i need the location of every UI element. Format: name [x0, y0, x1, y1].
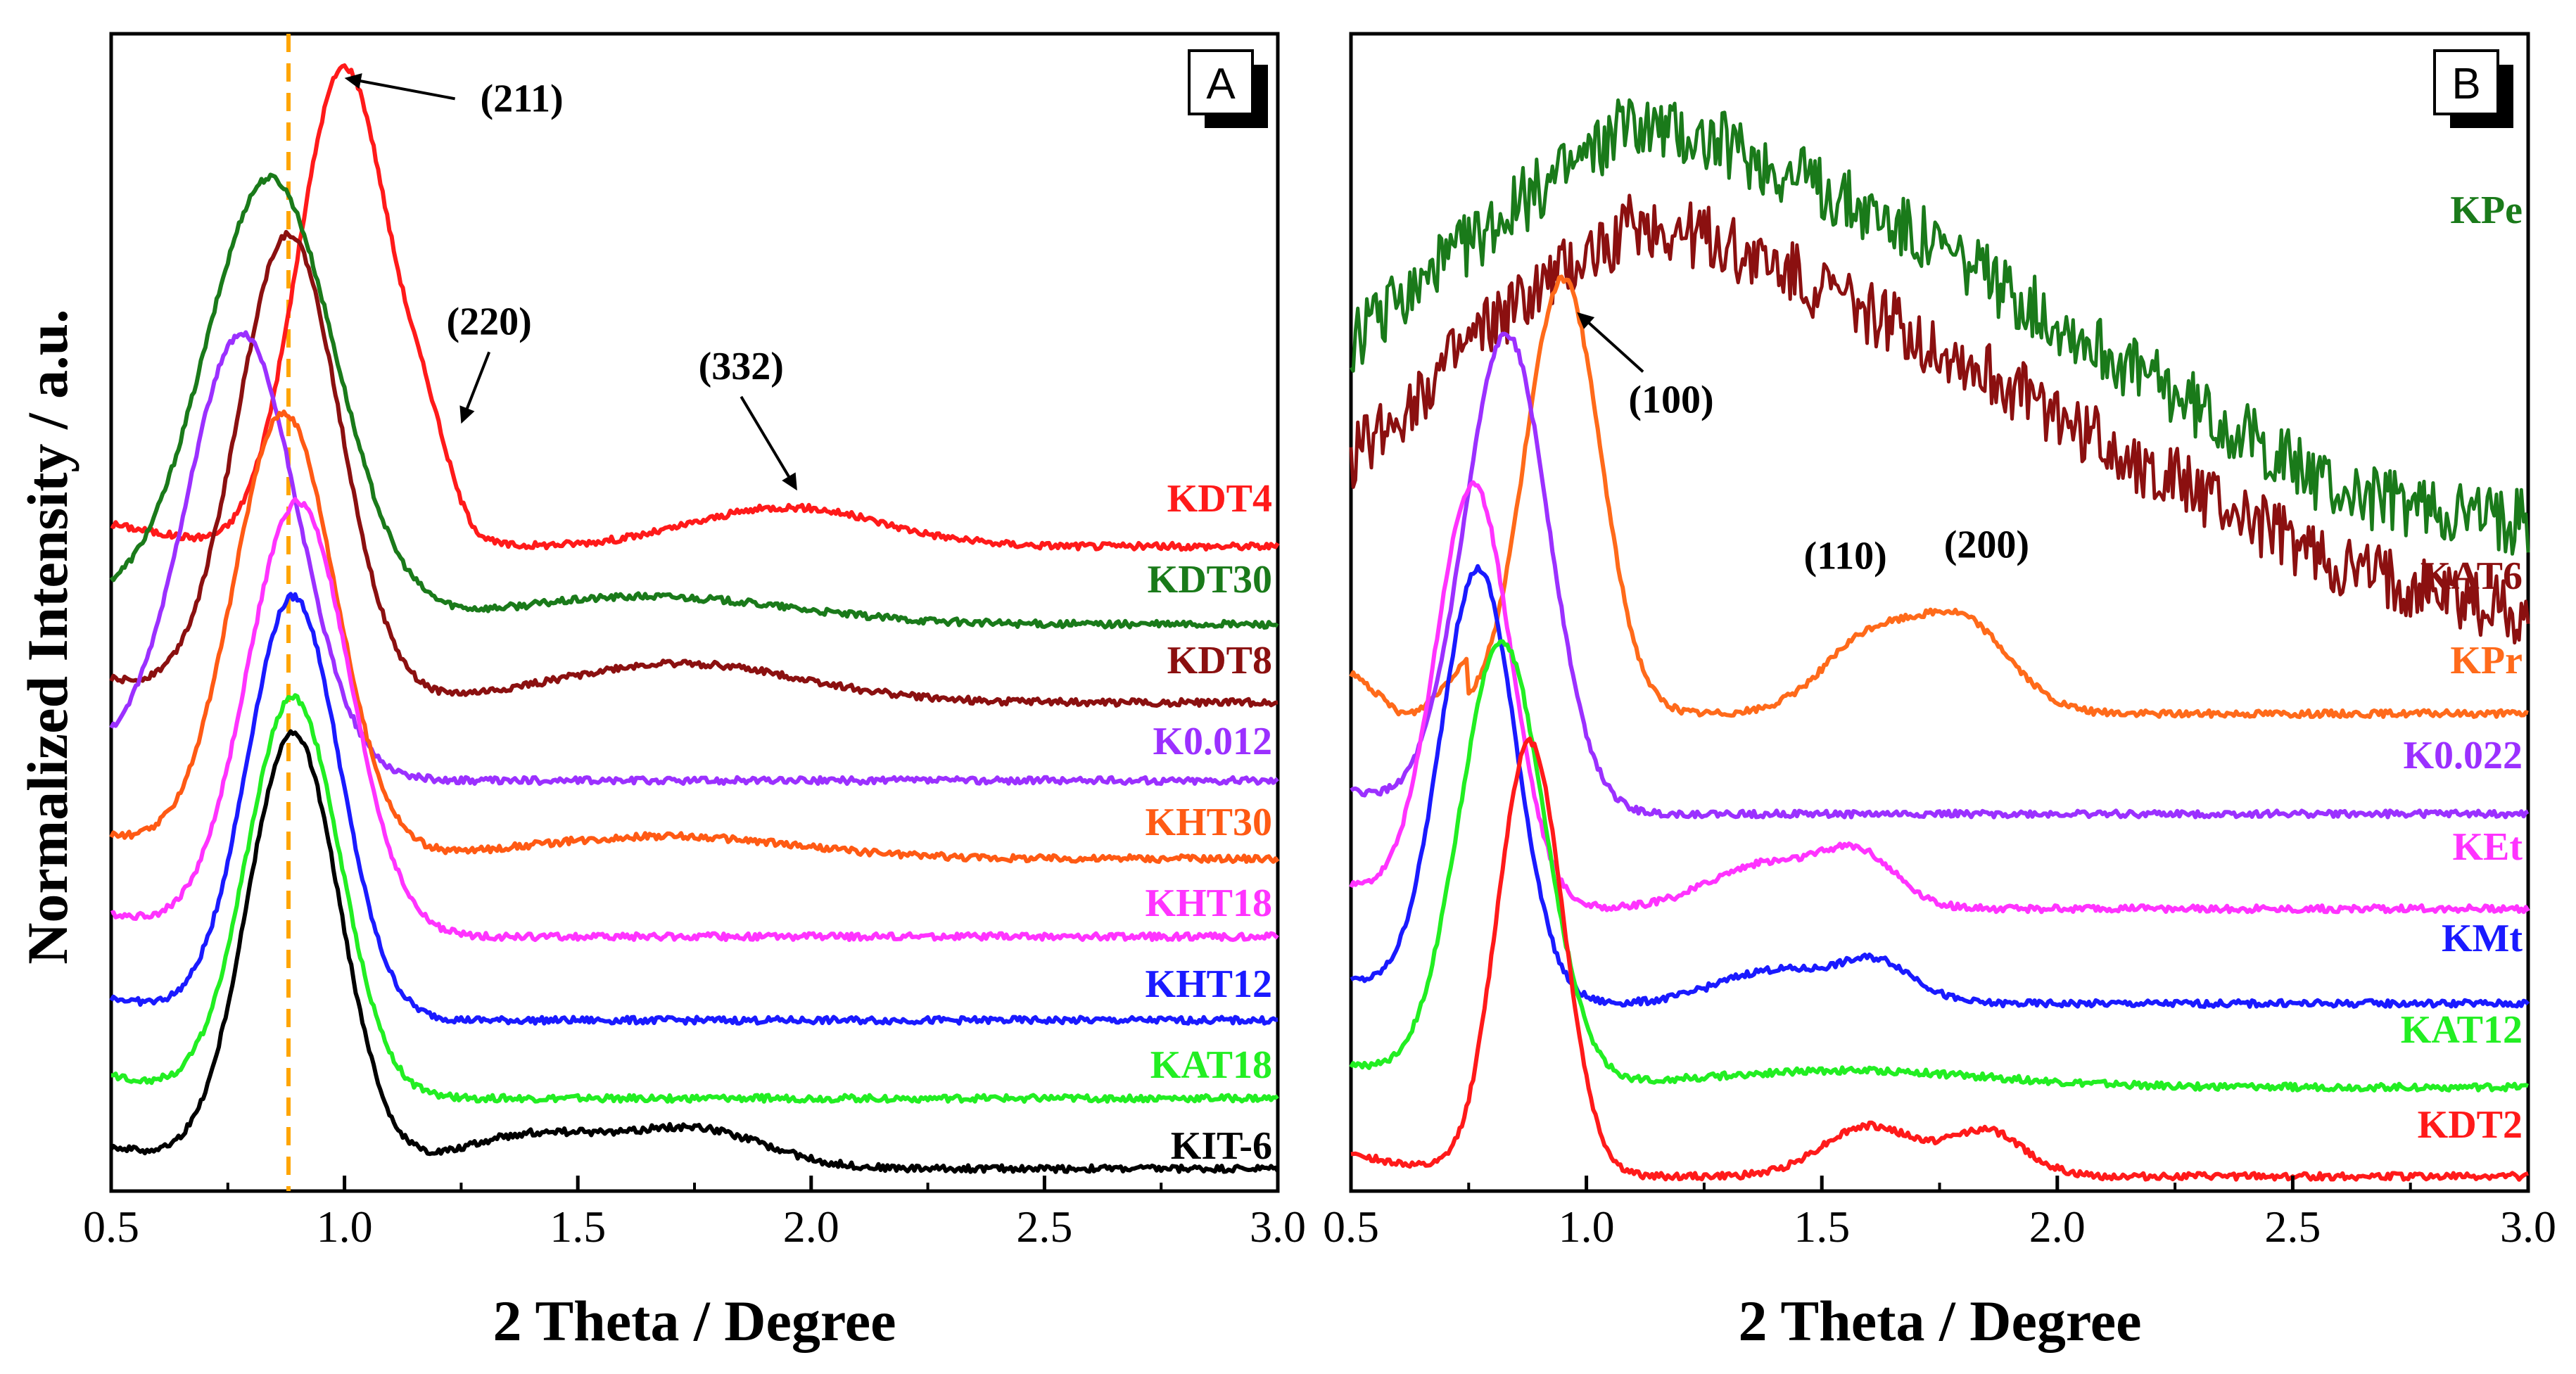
series-line-k0-022 [1350, 331, 2530, 820]
series-line-kat12 [1349, 639, 2530, 1093]
panel-b: KPe KAT6 KPr K0.022 KEt KMt KAT12 KDT2 0.5 1.0 1.… [1323, 32, 2556, 1353]
annotation-arrow [462, 351, 491, 419]
x-tick-label: 2.0 [783, 1202, 839, 1252]
series-label-kht30: KHT30 [1146, 801, 1272, 844]
series-line-kdt4 [110, 63, 1280, 552]
x-tick-label: 1.5 [1794, 1202, 1850, 1252]
series-label-kat12: KAT12 [2401, 1008, 2523, 1052]
x-tick-label: 1.0 [317, 1202, 373, 1252]
series-line-kdt8 [109, 229, 1279, 708]
annotation-110: (110) [1804, 534, 1887, 578]
series-label-kpr: KPr [2450, 639, 2523, 682]
panel-b-letter-box: B [2433, 49, 2513, 128]
series-label-kdt8: KDT8 [1167, 639, 1272, 682]
series-line-kdt30 [109, 172, 1279, 630]
series-line-k0-012 [109, 330, 1279, 787]
annotation-arrowhead [459, 405, 475, 424]
y-axis-title: Normalized Intensity / a.u. [15, 309, 80, 965]
x-tick-label: 2.5 [1016, 1202, 1072, 1252]
series-label-kdt30: KDT30 [1148, 558, 1272, 602]
panel-b-x-axis-title: 2 Theta / Degree [1738, 1289, 2141, 1353]
series-label-ket: KEt [2452, 825, 2523, 869]
panel-b-letter: B [2451, 60, 2480, 108]
annotation-100: (100) [1628, 378, 1713, 421]
series-label-kdt2: KDT2 [2418, 1103, 2523, 1147]
annotation-arrow [1580, 314, 1644, 373]
annotation-332: (332) [699, 345, 784, 388]
series-label-kit-6: KIT-6 [1171, 1124, 1272, 1168]
series-label-kat18: KAT18 [1150, 1043, 1272, 1087]
series-line-kat18 [110, 693, 1279, 1104]
series-label-kat6: KAT6 [2420, 554, 2523, 598]
annotation-220: (220) [447, 300, 532, 343]
annotation-arrow [740, 395, 796, 487]
series-line-kmt [1350, 564, 2530, 1010]
x-tick-label: 3.0 [2500, 1202, 2556, 1252]
series-line-kdt2 [1350, 736, 2529, 1182]
annotation-200: (200) [1944, 523, 2029, 566]
series-label-kmt: KMt [2442, 917, 2523, 960]
x-tick-label: 1.0 [1559, 1202, 1615, 1252]
series-line-kpe [1349, 98, 2530, 556]
series-line-kht18 [110, 497, 1279, 942]
x-tick-label: 3.0 [1250, 1202, 1306, 1252]
series-line-kit-6 [109, 729, 1280, 1174]
series-label-kpe: KPe [2450, 189, 2523, 232]
annotation-arrowhead [344, 73, 362, 89]
series-label-kht18: KHT18 [1146, 882, 1272, 925]
annotation-arrow [350, 77, 455, 101]
annotation-arrowhead [1577, 312, 1595, 329]
x-tick-label: 2.5 [2264, 1202, 2321, 1252]
series-label-k0-022: K0.022 [2403, 734, 2523, 777]
x-tick-label: 1.5 [550, 1202, 606, 1252]
annotation-arrowhead [782, 472, 797, 491]
x-tick-label: 0.5 [1323, 1202, 1379, 1252]
series-label-k0-012: K0.012 [1153, 720, 1272, 763]
series-label-kht12: KHT12 [1146, 962, 1272, 1006]
panel-a-letter-box: A [1188, 49, 1268, 128]
series-line-kpr [1349, 274, 2529, 720]
series-line-kat6 [1349, 193, 2530, 645]
panel-a-x-axis-title: 2 Theta / Degree [493, 1289, 896, 1353]
panel-a-letter: A [1206, 60, 1236, 108]
series-line-kht12 [109, 592, 1279, 1026]
x-tick-label: 0.5 [83, 1202, 139, 1252]
x-tick-label: 2.0 [2029, 1202, 2086, 1252]
panel-a: KDT4 KDT30 KDT8 K0.012 KHT30 KHT18 KHT12 KAT18 K… [83, 32, 1306, 1353]
annotation-211: (211) [481, 77, 564, 120]
series-label-kdt4: KDT4 [1167, 477, 1272, 521]
series-line-kht30 [109, 409, 1280, 865]
